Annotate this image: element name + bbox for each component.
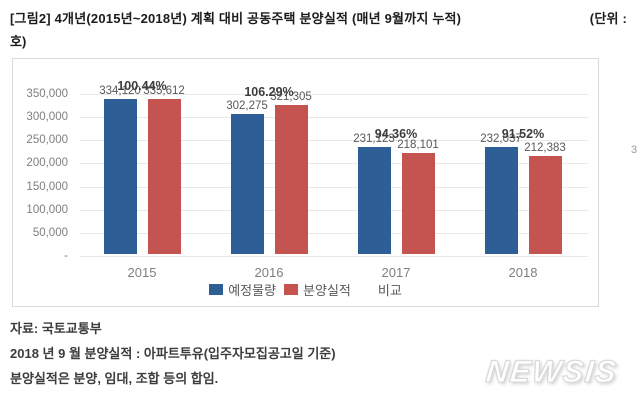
bar-분양실적-2016: [274, 105, 308, 254]
bar-분양실적-2017: [401, 153, 435, 254]
category-label-2017: 2017: [381, 265, 411, 280]
note-line: 분양실적은 분양, 임대, 조합 등의 합임.: [10, 371, 219, 386]
legend-swatch-비교: [359, 284, 373, 295]
bar-분양실적-2015: [147, 98, 181, 254]
y-axis-tick-0: -: [64, 250, 68, 262]
legend-item-예정물량: 예정물량: [209, 280, 276, 299]
y-axis-tick-350000: 350,000: [26, 87, 68, 100]
value-label-예정물량-2017: 231,123: [353, 133, 395, 145]
bar-예정물량-2015: [103, 99, 137, 254]
value-label-분양실적-2015: 335,612: [143, 84, 185, 97]
value-label-분양실적-2018: 212,383: [524, 141, 566, 154]
note-line: 2018 년 9 월 분양실적 : 아파트투유(입주자모집공고일 기준): [10, 346, 336, 361]
gridline-0: [80, 256, 588, 257]
value-label-예정물량-2018: 232,037: [480, 132, 522, 145]
value-label-분양실적-2017: 218,101: [397, 139, 439, 152]
y-axis-tick-250000: 250,000: [26, 134, 68, 147]
legend-swatch-예정물량: [209, 284, 224, 295]
gridline-200000: [80, 163, 588, 165]
legend-label: 예정물량: [228, 283, 277, 298]
legend-label: 비교: [377, 283, 402, 298]
gridline-350000: [80, 93, 588, 95]
percent-label-2018: 91.52%: [501, 126, 545, 141]
bar-예정물량-2016: [230, 114, 264, 254]
source-line: 자료: 국토교통부: [10, 321, 102, 336]
y-axis-tick-50000: 50,000: [32, 226, 68, 239]
category-label-2016: 2016: [254, 265, 284, 280]
newsis-watermark: NEWSIS: [484, 354, 620, 390]
gridline-50000: [80, 232, 588, 234]
chart-legend: 예정물량 분양실적 비교: [13, 280, 598, 299]
edge-artifact-text: 3: [631, 144, 638, 156]
category-label-2018: 2018: [508, 265, 538, 280]
value-label-예정물량-2015: 334,120: [99, 85, 141, 98]
legend-label: 분양실적: [303, 283, 351, 298]
y-axis-tick-150000: 150,000: [26, 180, 68, 193]
percent-label-2017: 94.36%: [374, 127, 418, 141]
bar-chart: - 50,000 100,000 150,000 200,000 250,000 300,0…: [12, 58, 599, 307]
unit-label-wrapped: 호): [10, 34, 27, 49]
legend-swatch-분양실적: [284, 284, 299, 295]
category-label-2015: 2015: [127, 265, 157, 280]
gridline-150000: [80, 186, 588, 188]
y-axis-tick-300000: 300,000: [26, 111, 68, 124]
legend-item-분양실적: 분양실적: [284, 280, 351, 299]
bar-분양실적-2018: [528, 155, 562, 254]
gridline-250000: [80, 140, 588, 142]
value-label-예정물량-2016: 302,275: [226, 100, 268, 113]
source-notes: 자료: 국토교통부 2018 년 9 월 분양실적 : 아파트투유(입주자모집공…: [10, 316, 336, 391]
y-axis-tick-200000: 200,000: [26, 157, 68, 170]
gridline-100000: [80, 209, 588, 211]
gridline-300000: [80, 117, 588, 119]
unit-label: (단위 :: [589, 11, 627, 26]
bar-예정물량-2018: [484, 146, 518, 254]
percent-label-2015: 100.44%: [117, 78, 167, 93]
percent-label-2016: 106.29%: [244, 85, 294, 100]
figure-title: [그림2] 4개년(2015년~2018년) 계획 대비 공동주택 분양실적 (…: [10, 11, 462, 26]
value-label-분양실적-2016: 321,305: [270, 91, 312, 104]
legend-item-비교: 비교: [359, 280, 402, 299]
figure-caption-row: [그림2] 4개년(2015년~2018년) 계획 대비 공동주택 분양실적 (…: [10, 8, 627, 27]
bar-예정물량-2017: [357, 147, 391, 254]
y-axis-tick-100000: 100,000: [26, 203, 68, 216]
